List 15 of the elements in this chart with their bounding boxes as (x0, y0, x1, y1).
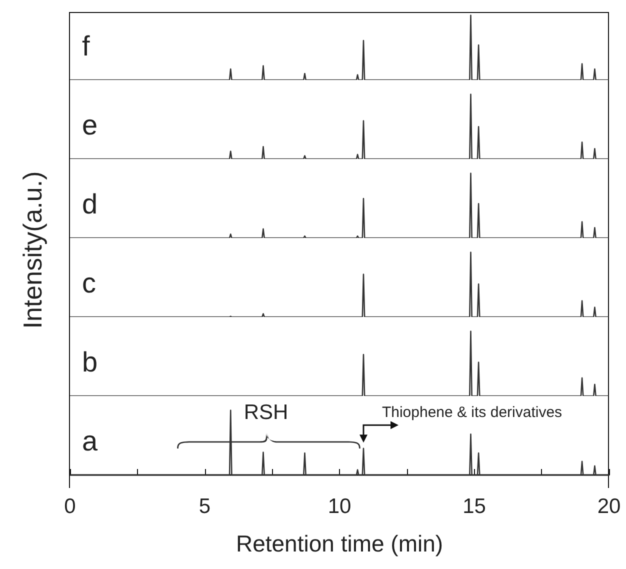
series-label: b (82, 346, 98, 378)
x-tick-label: 20 (597, 495, 621, 518)
series-label: f (82, 30, 90, 62)
x-tick-label: 15 (462, 495, 486, 518)
annotation: Thiophene & its derivatives (382, 404, 562, 421)
x-tick-label: 5 (198, 495, 211, 518)
series-label: e (82, 110, 98, 140)
x-axis-title: Retention time (min) (236, 530, 444, 556)
series-label: d (82, 188, 98, 220)
series-label: c (82, 268, 96, 298)
x-tick-label: 10 (328, 495, 352, 518)
annotation: RSH (244, 401, 288, 424)
x-tick-label: 0 (64, 495, 76, 518)
series-label: a (82, 426, 98, 456)
y-axis-title: Intensity(a.u.) (18, 171, 48, 329)
